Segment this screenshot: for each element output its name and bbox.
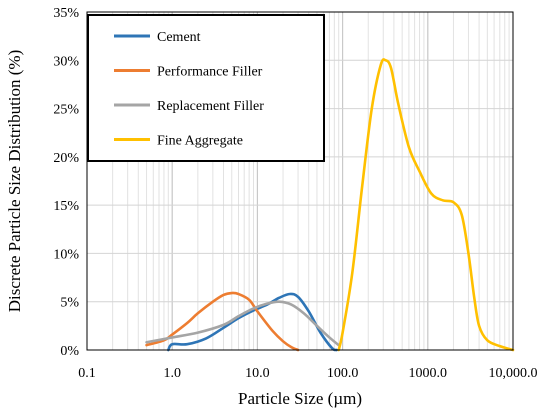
y-tick-label: 0% (60, 344, 79, 359)
x-tick-label: 100.0 (327, 366, 359, 381)
x-axis-title: Particle Size (µm) (238, 389, 362, 408)
legend: Cement Performance Filler Replacement Fill… (87, 14, 325, 162)
y-axis-ticks: 0% 5% 10% 15% 20% 25% 30% 35% (53, 6, 79, 359)
x-tick-label: 0.1 (78, 366, 96, 381)
plot-area-frame (86, 11, 514, 351)
legend-label: Replacement Filler (157, 99, 264, 114)
y-tick-label: 10% (53, 247, 79, 262)
series-line-performance-filler (145, 291, 300, 352)
y-tick-label: 35% (53, 6, 79, 21)
legend-label: Performance Filler (157, 65, 263, 80)
x-tick-label: 1.0 (163, 366, 181, 381)
y-tick-label: 20% (53, 151, 79, 166)
series-line-fine-aggregate (337, 58, 515, 352)
legend-label: Cement (157, 30, 201, 45)
series-lines (145, 58, 515, 352)
legend-box (87, 14, 325, 162)
y-tick-label: 15% (53, 199, 79, 214)
y-tick-label: 5% (60, 296, 79, 311)
x-tick-label: 10.0 (245, 366, 270, 381)
x-tick-label: 10,000.0 (489, 366, 538, 381)
y-tick-label: 25% (53, 103, 79, 118)
series-line-replacement-filler (145, 300, 340, 347)
legend-label: Fine Aggregate (157, 134, 243, 149)
x-tick-label: 1000.0 (409, 366, 448, 381)
x-axis-ticks: 0.1 1.0 10.0 100.0 1000.0 10,000.0 (78, 366, 537, 381)
y-tick-label: 30% (53, 54, 79, 69)
y-axis-title: Discrete Particle Size Distribution (%) (5, 50, 24, 312)
